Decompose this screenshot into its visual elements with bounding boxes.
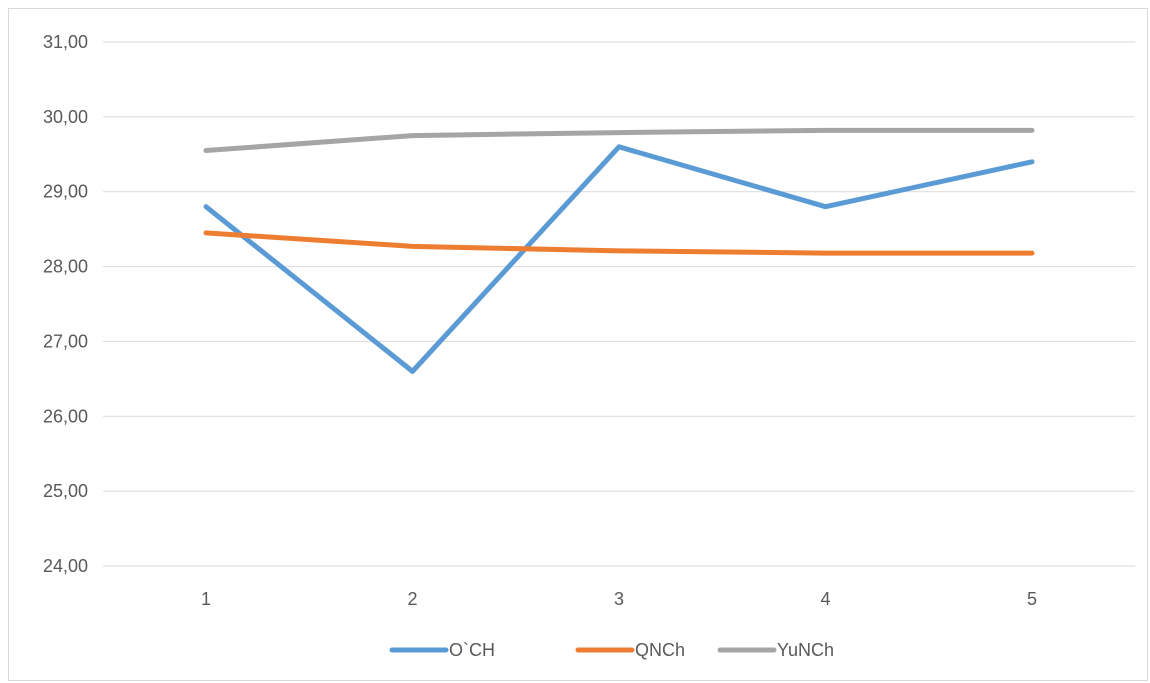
x-tick-label: 4 xyxy=(820,589,830,609)
series-line-yunch xyxy=(203,127,1035,154)
y-tick-label: 29,00 xyxy=(43,182,88,202)
y-tick-label: 28,00 xyxy=(43,257,88,277)
y-axis-tick-labels: 24,00 25,00 26,00 27,00 28,00 29,00 30,00 31,00 xyxy=(43,32,88,576)
x-tick-label: 2 xyxy=(407,589,417,609)
legend-label: O`CH xyxy=(449,640,495,660)
chart-area xyxy=(8,8,1148,681)
y-tick-label: 27,00 xyxy=(43,331,88,351)
series-line-o-ch xyxy=(203,144,1035,374)
x-tick-label: 5 xyxy=(1027,589,1037,609)
x-tick-label: 3 xyxy=(614,589,624,609)
y-tick-label: 31,00 xyxy=(43,32,88,52)
y-tick-label: 30,00 xyxy=(43,107,88,127)
x-tick-label: 1 xyxy=(201,589,211,609)
legend: O`CH QNCh YuNCh xyxy=(389,640,834,660)
legend-label: YuNCh xyxy=(777,640,834,660)
series-line-qnch xyxy=(203,230,1035,256)
series-lines xyxy=(203,127,1035,374)
legend-label: QNCh xyxy=(635,640,685,660)
y-tick-label: 24,00 xyxy=(43,556,88,576)
y-tick-label: 26,00 xyxy=(43,406,88,426)
x-axis-tick-labels: 1 2 3 4 5 xyxy=(201,589,1037,609)
gridlines xyxy=(103,41,1135,567)
y-tick-label: 25,00 xyxy=(43,481,88,501)
